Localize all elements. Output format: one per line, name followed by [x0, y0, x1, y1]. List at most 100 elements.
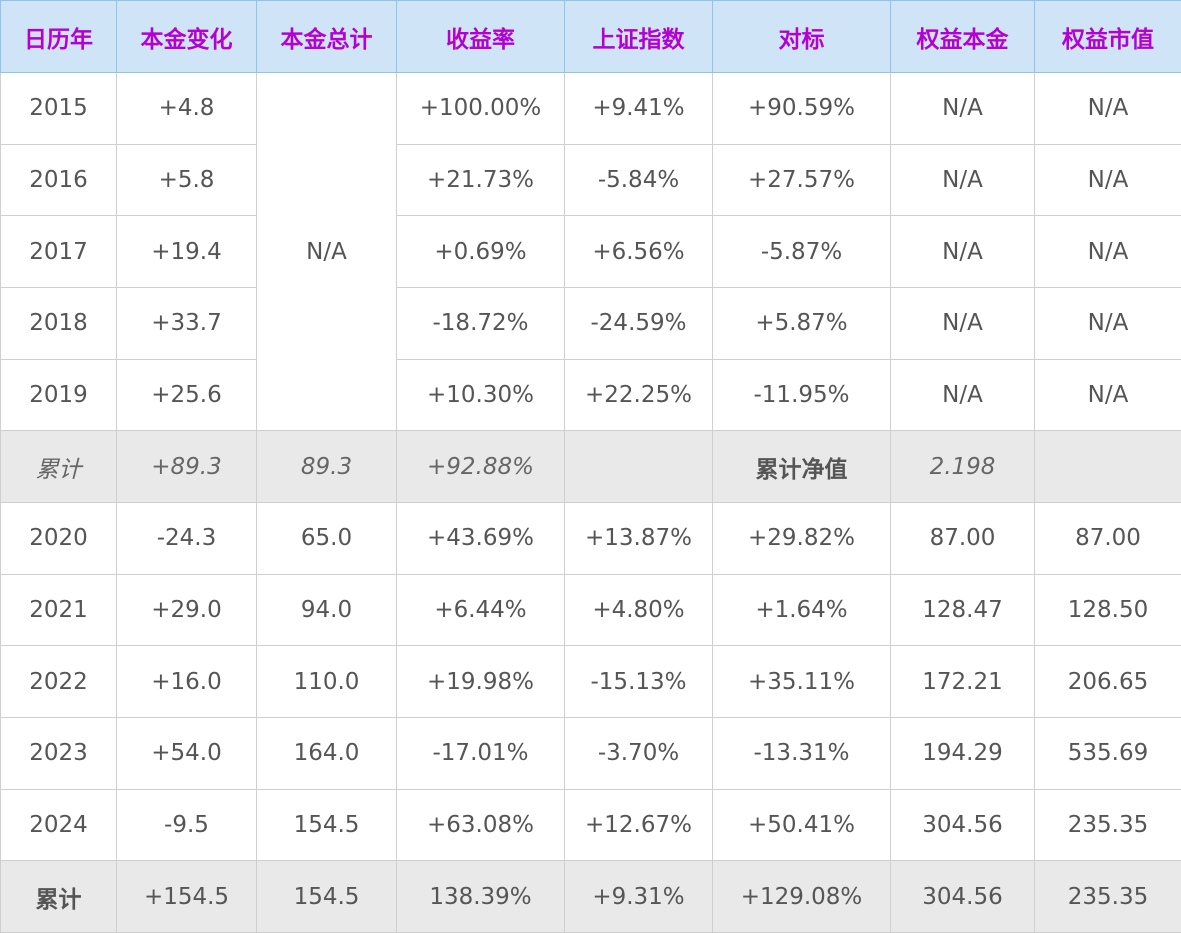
table-cell: +54.0	[116, 716, 257, 790]
header-cell: 权益市值	[1034, 0, 1181, 73]
table-cell: 304.56	[890, 788, 1035, 862]
table-cell: 154.5	[256, 860, 397, 933]
table-cell: 2019	[0, 358, 117, 432]
table-cell: 172.21	[890, 645, 1035, 718]
table-cell: -24.3	[116, 501, 257, 575]
table-row: 2021 +29.0 94.0 +6.44% +4.80% +1.64% 128.47 128…	[0, 573, 1181, 647]
table-cell: N/A	[256, 71, 397, 432]
table-cell: 2017	[0, 215, 117, 288]
table-cell: 2015	[0, 72, 117, 145]
table-cell: +50.41%	[712, 788, 891, 862]
table-cell: -5.87%	[712, 215, 891, 288]
table-cell: 87.00	[890, 501, 1035, 575]
table-cell: 206.65	[1034, 645, 1181, 718]
table-row: 2015 +4.8 N/A +100.00% +9.41% +90.59% N/A N/A	[0, 71, 1181, 432]
table-cell: 2023	[0, 716, 117, 790]
table-cell: -3.70%	[564, 716, 713, 790]
table-cell: +25.6	[116, 358, 257, 432]
table-cell: N/A	[1034, 358, 1181, 432]
table-cell: N/A	[890, 286, 1035, 360]
table-cell: N/A	[1034, 286, 1181, 360]
table-row: 2017 +19.4 +0.69% +6.56% -5.87% N/A N/A	[0, 215, 1181, 288]
table-cell: -5.84%	[564, 143, 713, 217]
table-cell: +0.69%	[396, 215, 565, 288]
table-cell: 154.5	[256, 788, 397, 862]
table-cell: 535.69	[1034, 716, 1181, 790]
table-cell: 194.29	[890, 716, 1035, 790]
table-row: 2018 +33.7 -18.72% -24.59% +5.87% N/A N/A	[0, 286, 1181, 360]
table-row: 2022 +16.0 110.0 +19.98% -15.13% +35.11% 172.2…	[0, 645, 1181, 718]
table-cell: 累计	[0, 860, 117, 933]
table-cell: +22.25%	[564, 358, 713, 432]
table-cell: 2018	[0, 286, 117, 360]
table-cell: 164.0	[256, 716, 397, 790]
table-cell: N/A	[1034, 215, 1181, 288]
table-cell: +33.7	[116, 286, 257, 360]
header-cell: 日历年	[0, 0, 117, 73]
table-cell: 235.35	[1034, 788, 1181, 862]
table-row: 2023 +54.0 164.0 -17.01% -3.70% -13.31% 194.29…	[0, 716, 1181, 790]
table-cell: 128.47	[890, 573, 1035, 647]
table-cell: N/A	[1034, 143, 1181, 217]
table-cell: 累计	[0, 430, 117, 503]
table-cell: -11.95%	[712, 358, 891, 432]
table-cell: -18.72%	[396, 286, 565, 360]
table-cell: +92.88%	[396, 430, 565, 503]
table-cell: +10.30%	[396, 358, 565, 432]
table-cell: +90.59%	[712, 72, 891, 145]
table-cell: 2020	[0, 501, 117, 575]
table-cell: +63.08%	[396, 788, 565, 862]
table-cell: 2024	[0, 788, 117, 862]
header-cell: 上证指数	[564, 0, 713, 73]
table-cell: +29.0	[116, 573, 257, 647]
table-cell: +100.00%	[396, 72, 565, 145]
table-cell: 87.00	[1034, 501, 1181, 575]
header-cell: 权益本金	[890, 0, 1035, 73]
table-cell: 2022	[0, 645, 117, 718]
table-cell: +6.44%	[396, 573, 565, 647]
table-cell: 235.35	[1034, 860, 1181, 933]
table-row: 2024 -9.5 154.5 +63.08% +12.67% +50.41% 304.56…	[0, 788, 1181, 862]
table-cell: 89.3	[256, 430, 397, 503]
table-cell: 110.0	[256, 645, 397, 718]
table-cell: +4.8	[116, 72, 257, 145]
table-cell: 128.50	[1034, 573, 1181, 647]
table-cell: +129.08%	[712, 860, 891, 933]
table-cell: +16.0	[116, 645, 257, 718]
table-cell: N/A	[1034, 72, 1181, 145]
table-cell: +154.5	[116, 860, 257, 933]
table-cell: 304.56	[890, 860, 1035, 933]
table-row: 2020 -24.3 65.0 +43.69% +13.87% +29.82% 87.00 8…	[0, 501, 1181, 575]
empty-cell	[564, 430, 713, 503]
table-cell: +1.64%	[712, 573, 891, 647]
table-row: 2016 +5.8 +21.73% -5.84% +27.57% N/A N/A	[0, 143, 1181, 217]
table-cell: +19.98%	[396, 645, 565, 718]
table-cell: -17.01%	[396, 716, 565, 790]
table-cell: +43.69%	[396, 501, 565, 575]
table-cell: -13.31%	[712, 716, 891, 790]
header-row: 日历年 本金变化 本金总计 收益率 上证指数 对标 权益本金 权益市值	[0, 0, 1181, 73]
table-cell: 2021	[0, 573, 117, 647]
table-row: 2019 +25.6 +10.30% +22.25% -11.95% N/A N/A	[0, 358, 1181, 432]
table-cell: +89.3	[116, 430, 257, 503]
table-cell: +5.87%	[712, 286, 891, 360]
header-cell: 对标	[712, 0, 891, 73]
table-body: 2015 +4.8 N/A +100.00% +9.41% +90.59% N/A N/A 20…	[0, 71, 1181, 933]
table-cell: +5.8	[116, 143, 257, 217]
table-cell: 累计净值	[712, 430, 891, 503]
table-cell: N/A	[890, 143, 1035, 217]
table-cell: 2.198	[890, 430, 1035, 503]
table-cell: +12.67%	[564, 788, 713, 862]
table-cell: -9.5	[116, 788, 257, 862]
table-cell: 138.39%	[396, 860, 565, 933]
table-cell: N/A	[890, 215, 1035, 288]
table-cell: 2016	[0, 143, 117, 217]
table-cell: +9.41%	[564, 72, 713, 145]
table-cell: +19.4	[116, 215, 257, 288]
table-row: 累计 +89.3 89.3 +92.88% 累计净值 2.198	[0, 430, 1181, 503]
table-cell: N/A	[890, 358, 1035, 432]
table-cell: 94.0	[256, 573, 397, 647]
table-cell: +9.31%	[564, 860, 713, 933]
